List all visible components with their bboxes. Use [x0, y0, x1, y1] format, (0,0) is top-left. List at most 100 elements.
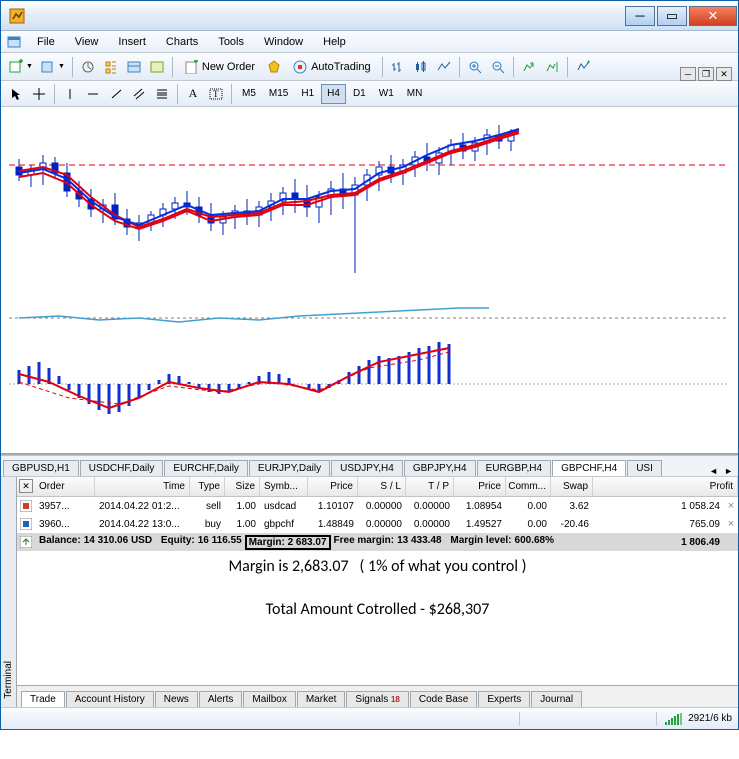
timeframe-h1[interactable]: H1	[295, 84, 320, 104]
navigator-button[interactable]	[100, 56, 122, 78]
strategy-tester-button[interactable]	[146, 56, 168, 78]
table-row[interactable]: 3960...2014.04.22 13:0...buy1.00gbpchf1.…	[17, 515, 738, 533]
zoom-out-button[interactable]	[487, 56, 509, 78]
terminal-tab-market[interactable]: Market	[297, 691, 346, 707]
col-price2[interactable]: Price	[454, 477, 506, 496]
timeframe-m15[interactable]: M15	[263, 84, 294, 104]
statusbar: 2921/6 kb	[1, 707, 738, 729]
text-button[interactable]: A	[182, 83, 204, 105]
menu-view[interactable]: View	[65, 34, 109, 50]
timeframe-d1[interactable]: D1	[347, 84, 372, 104]
timeframe-mn[interactable]: MN	[401, 84, 429, 104]
menu-file[interactable]: File	[27, 34, 65, 50]
col-order[interactable]: Order	[35, 477, 95, 496]
auto-scroll-button[interactable]	[518, 56, 540, 78]
window-close-button[interactable]: ✕	[689, 6, 737, 26]
terminal-tab-news[interactable]: News	[155, 691, 198, 707]
terminal-tab-code-base[interactable]: Code Base	[410, 691, 477, 707]
fibonacci-button[interactable]	[151, 83, 173, 105]
chart-tab[interactable]: EURGBP,H4	[477, 460, 552, 476]
market-watch-button[interactable]	[77, 56, 99, 78]
mdi-minimize-button[interactable]: －	[680, 67, 696, 81]
menubar: File View Insert Charts Tools Window Hel…	[1, 31, 738, 53]
table-header: Order Time Type Size Symb... Price S / L…	[17, 477, 738, 497]
horizontal-line-button[interactable]	[82, 83, 104, 105]
candle-chart-button[interactable]	[410, 56, 432, 78]
chart-tab[interactable]: EURJPY,Daily	[249, 460, 330, 476]
equidistant-channel-button[interactable]	[128, 83, 150, 105]
col-profit[interactable]: Profit	[593, 477, 738, 496]
chart-tab[interactable]: GBPJPY,H4	[404, 460, 476, 476]
menu-charts[interactable]: Charts	[156, 34, 208, 50]
timeframe-w1[interactable]: W1	[373, 84, 400, 104]
col-type[interactable]: Type	[190, 477, 225, 496]
text-label-button[interactable]: T	[205, 83, 227, 105]
app-window: ─ ▭ ✕ File View Insert Charts Tools Wind…	[0, 0, 739, 730]
terminal-tab-trade[interactable]: Trade	[21, 691, 65, 707]
terminal-tab-alerts[interactable]: Alerts	[199, 691, 243, 707]
menu-window[interactable]: Window	[254, 34, 313, 50]
metaquotes-button[interactable]	[263, 56, 285, 78]
app-menu-icon[interactable]	[5, 33, 23, 51]
cursor-button[interactable]	[5, 83, 27, 105]
col-symbol[interactable]: Symb...	[260, 477, 308, 496]
terminal-panel: Terminal ✕ Order Time Type Size Symb... …	[1, 477, 738, 707]
new-order-button[interactable]: New Order	[177, 56, 262, 78]
window-maximize-button[interactable]: ▭	[657, 6, 687, 26]
terminal-close-button[interactable]: ✕	[19, 479, 33, 493]
timeframe-m5[interactable]: M5	[236, 84, 262, 104]
trendline-button[interactable]	[105, 83, 127, 105]
col-swap[interactable]: Swap	[551, 477, 593, 496]
terminal-tab-mailbox[interactable]: Mailbox	[243, 691, 295, 707]
new-chart-button[interactable]: ▼	[5, 56, 36, 78]
chart-tab[interactable]: USDJPY,H4	[331, 460, 403, 476]
menu-help[interactable]: Help	[313, 34, 356, 50]
chart-tab[interactable]: USI	[627, 460, 662, 476]
col-price[interactable]: Price	[308, 477, 358, 496]
mdi-close-button[interactable]: ✕	[716, 67, 732, 81]
chart-tab[interactable]: GBPUSD,H1	[3, 460, 79, 476]
terminal-tabs: TradeAccount HistoryNewsAlertsMailboxMar…	[17, 685, 738, 707]
terminal-tab-experts[interactable]: Experts	[478, 691, 530, 707]
vertical-line-button[interactable]	[59, 83, 81, 105]
profiles-button[interactable]: ▼	[37, 56, 68, 78]
connection-icon	[665, 713, 682, 725]
menu-insert[interactable]: Insert	[108, 34, 156, 50]
line-chart-button[interactable]	[433, 56, 455, 78]
toolbar-main: ▼ ▼ New Order AutoTrading	[1, 53, 738, 81]
toolbar-drawing: A T M5M15H1H4D1W1MN	[1, 81, 738, 107]
chart-tab[interactable]: GBPCHF,H4	[552, 460, 626, 476]
autotrading-button[interactable]: AutoTrading	[286, 56, 378, 78]
price-chart	[9, 115, 729, 285]
col-comm[interactable]: Comm...	[506, 477, 551, 496]
bar-chart-button[interactable]	[387, 56, 409, 78]
zoom-in-button[interactable]	[464, 56, 486, 78]
tab-scroll-left[interactable]: ◄	[706, 466, 721, 476]
chart-area[interactable]	[1, 107, 738, 455]
annotation-2: Total Amount Cotrolled - $268,307	[17, 594, 738, 625]
menu-tools[interactable]: Tools	[208, 34, 254, 50]
svg-text:T: T	[213, 89, 219, 99]
col-tp[interactable]: T / P	[406, 477, 454, 496]
titlebar: ─ ▭ ✕	[1, 1, 738, 31]
terminal-tab-journal[interactable]: Journal	[531, 691, 582, 707]
table-row[interactable]: 3957...2014.04.22 01:2...sell1.00usdcad1…	[17, 497, 738, 515]
col-size[interactable]: Size	[225, 477, 260, 496]
chart-tab[interactable]: USDCHF,Daily	[80, 460, 164, 476]
tab-scroll-right[interactable]: ►	[721, 466, 736, 476]
mdi-restore-button[interactable]: ❐	[698, 67, 714, 81]
indicators-button[interactable]	[572, 56, 594, 78]
crosshair-button[interactable]	[28, 83, 50, 105]
chart-shift-button[interactable]	[541, 56, 563, 78]
window-minimize-button[interactable]: ─	[625, 6, 655, 26]
timeframe-h4[interactable]: H4	[321, 84, 346, 104]
summary-row: Balance: 14 310.06 USD Equity: 16 116.55…	[17, 533, 738, 551]
chart-tab[interactable]: EURCHF,Daily	[164, 460, 248, 476]
annotation-1: Margin is 2,683.07 ( 1% of what you cont…	[17, 551, 738, 582]
terminal-tab-signals[interactable]: Signals 18	[346, 691, 408, 707]
terminal-label: Terminal	[1, 477, 17, 707]
terminal-button[interactable]	[123, 56, 145, 78]
col-time[interactable]: Time	[95, 477, 190, 496]
terminal-tab-account-history[interactable]: Account History	[66, 691, 154, 707]
col-sl[interactable]: S / L	[358, 477, 406, 496]
